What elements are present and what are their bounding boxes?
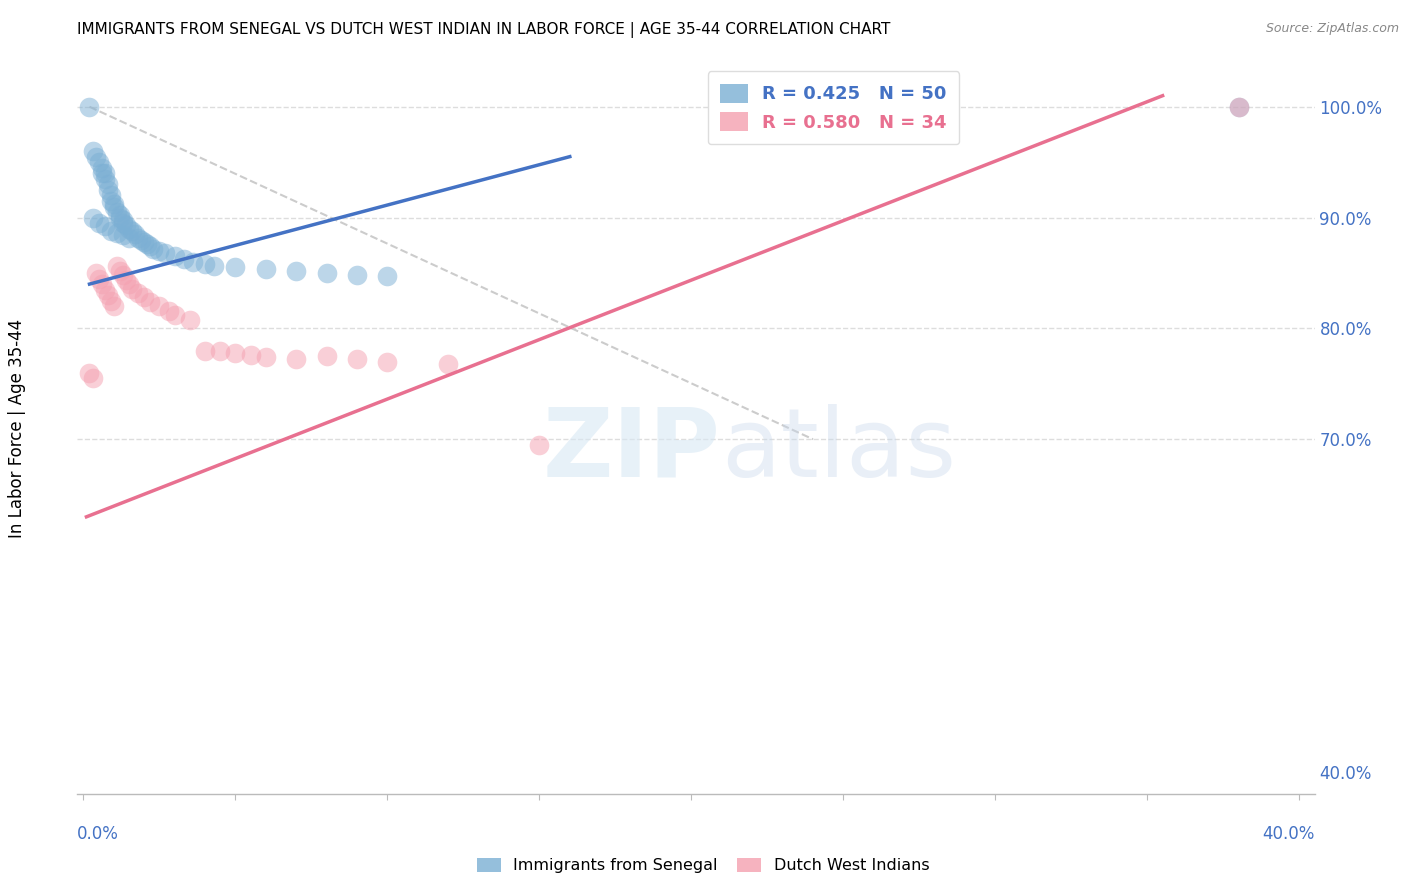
Point (105, 226, 128, 240)
Point (121, 281, 143, 295)
Text: In Labor Force | Age 35-44: In Labor Force | Age 35-44 (8, 318, 25, 538)
Point (108, 264, 131, 278)
Point (239, 348, 262, 362)
Point (202, 260, 225, 274)
Text: ZIP: ZIP (543, 403, 721, 497)
Point (115, 273, 138, 287)
Text: atlas: atlas (721, 403, 956, 497)
Text: 0.0%: 0.0% (77, 825, 120, 843)
Point (90, 161, 112, 175)
Point (209, 343, 232, 358)
Point (90, 277, 112, 291)
Point (105, 205, 128, 219)
Point (90, 166, 112, 180)
Point (82, 144, 104, 158)
Point (179, 312, 201, 326)
Point (377, 354, 399, 368)
Point (103, 197, 125, 211)
Point (139, 239, 162, 253)
Point (84, 150, 107, 164)
Point (100, 293, 122, 308)
Point (111, 212, 134, 227)
Point (157, 303, 180, 318)
Point (93, 283, 115, 297)
Point (377, 269, 399, 284)
Point (97, 288, 120, 302)
Point (93, 166, 115, 180)
Point (134, 290, 156, 304)
Point (82, 211, 104, 225)
Point (100, 188, 122, 202)
Point (87, 271, 110, 285)
Text: Source: ZipAtlas.com: Source: ZipAtlas.com (1265, 22, 1399, 36)
Point (134, 235, 156, 249)
Point (437, 357, 460, 371)
Point (108, 208, 131, 222)
Point (87, 216, 110, 230)
Point (285, 352, 308, 367)
Point (148, 244, 170, 258)
Legend: Immigrants from Senegal, Dutch West Indians: Immigrants from Senegal, Dutch West Indi… (470, 851, 936, 880)
Point (155, 246, 177, 260)
Text: IMMIGRANTS FROM SENEGAL VS DUTCH WEST INDIAN IN LABOR FORCE | AGE 35-44 CORRELAT: IMMIGRANTS FROM SENEGAL VS DUTCH WEST IN… (77, 22, 891, 38)
Point (97, 178, 120, 192)
Point (1227, 100, 1250, 114)
Point (163, 249, 186, 263)
Point (529, 438, 551, 452)
Legend: R = 0.425   N = 50, R = 0.580   N = 34: R = 0.425 N = 50, R = 0.580 N = 34 (707, 71, 959, 145)
Point (97, 183, 120, 197)
Point (79, 100, 101, 114)
Point (163, 308, 186, 322)
Point (224, 260, 246, 275)
Point (224, 346, 246, 360)
Point (87, 155, 110, 169)
Point (346, 268, 368, 283)
Point (103, 299, 125, 313)
Point (118, 277, 141, 291)
Point (103, 200, 125, 214)
Point (254, 350, 277, 364)
Point (173, 252, 195, 266)
Point (136, 237, 159, 252)
Point (115, 219, 138, 233)
Point (108, 211, 131, 225)
Point (93, 171, 115, 186)
Point (194, 257, 217, 271)
Point (100, 224, 122, 238)
Point (142, 242, 165, 256)
Point (118, 230, 141, 244)
Point (315, 266, 337, 280)
Point (285, 264, 308, 278)
Point (111, 268, 134, 283)
Point (1227, 100, 1250, 114)
Text: 40.0%: 40.0% (1263, 825, 1315, 843)
Point (194, 343, 217, 358)
Point (181, 255, 204, 269)
Point (121, 224, 143, 238)
Point (79, 366, 101, 380)
Point (111, 216, 134, 230)
Point (118, 221, 141, 235)
Point (84, 266, 107, 280)
Point (93, 219, 115, 234)
Point (100, 194, 122, 208)
Point (127, 230, 149, 244)
Point (111, 228, 134, 243)
Point (127, 285, 149, 300)
Point (105, 260, 128, 274)
Point (129, 233, 152, 247)
Point (82, 371, 104, 385)
Point (148, 299, 170, 313)
Point (139, 294, 162, 309)
Point (346, 352, 368, 367)
Point (315, 349, 337, 363)
Point (124, 227, 146, 242)
Point (254, 261, 277, 276)
